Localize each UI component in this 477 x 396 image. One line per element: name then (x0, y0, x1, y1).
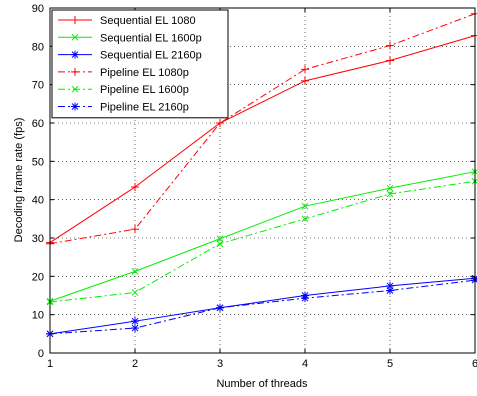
data-point (71, 67, 79, 76)
data-point (131, 317, 139, 326)
grid (50, 8, 475, 353)
y-tick-label: 50 (32, 156, 44, 168)
data-point (386, 184, 394, 192)
series-line-0 (49, 35, 476, 244)
data-point (71, 50, 79, 59)
x-tick-label: 1 (47, 358, 53, 370)
data-point (71, 85, 79, 93)
data-point (301, 76, 309, 85)
data-point (71, 16, 79, 24)
y-tick-label: 20 (32, 271, 44, 283)
data-point (216, 240, 224, 248)
data-point (131, 225, 139, 234)
data-point (301, 65, 309, 74)
data-point (131, 324, 139, 333)
legend-label: Pipeline EL 1600p (100, 84, 189, 96)
data-point (301, 294, 309, 303)
data-point (131, 289, 139, 296)
data-point (216, 119, 224, 127)
data-point (131, 267, 139, 275)
legend-label: Sequential EL 1080 (100, 15, 196, 27)
x-tick-label: 3 (217, 358, 223, 370)
y-tick-label: 40 (32, 195, 44, 207)
series-line-2 (49, 277, 476, 335)
y-tick-label: 30 (32, 233, 44, 245)
data-point (216, 235, 224, 243)
x-axis-title: Number of threads (216, 378, 308, 390)
data-point (216, 303, 224, 312)
y-tick-label: 60 (32, 118, 44, 130)
data-point (301, 215, 309, 223)
x-tick-label: 4 (302, 358, 308, 370)
series-line-4 (49, 180, 476, 303)
legend: Sequential EL 1080 Sequential EL 1600p Seq… (51, 9, 229, 119)
series-line-5 (49, 279, 476, 335)
data-point (386, 41, 394, 50)
plot-frame (49, 7, 476, 354)
series-line-1 (49, 171, 476, 302)
legend-label: Sequential EL 1600p (100, 32, 202, 44)
data-point (131, 183, 139, 192)
y-tick-label: 10 (32, 310, 44, 322)
data-point (386, 286, 394, 295)
y-tick-label: 80 (32, 41, 44, 53)
series-line-3 (49, 13, 476, 245)
y-tick-label: 90 (32, 3, 44, 15)
x-tick-label: 5 (387, 358, 393, 370)
legend-label: Pipeline EL 2160p (100, 102, 189, 114)
data-point (71, 102, 79, 111)
data-point (71, 33, 79, 41)
data-point (386, 190, 394, 198)
y-tick-label: 0 (38, 348, 44, 360)
data-point (301, 202, 309, 210)
legend-label: Sequential EL 2160p (100, 50, 202, 62)
series-group (46, 9, 477, 338)
legend-box (51, 9, 229, 119)
y-axis-title: Decoding frame rate (fps) (13, 118, 25, 243)
data-point (386, 56, 394, 65)
x-tick-label: 6 (472, 358, 477, 370)
y-tick-label: 70 (32, 80, 44, 92)
x-tick-label: 2 (132, 358, 138, 370)
legend-label: Pipeline EL 1080p (100, 67, 189, 79)
